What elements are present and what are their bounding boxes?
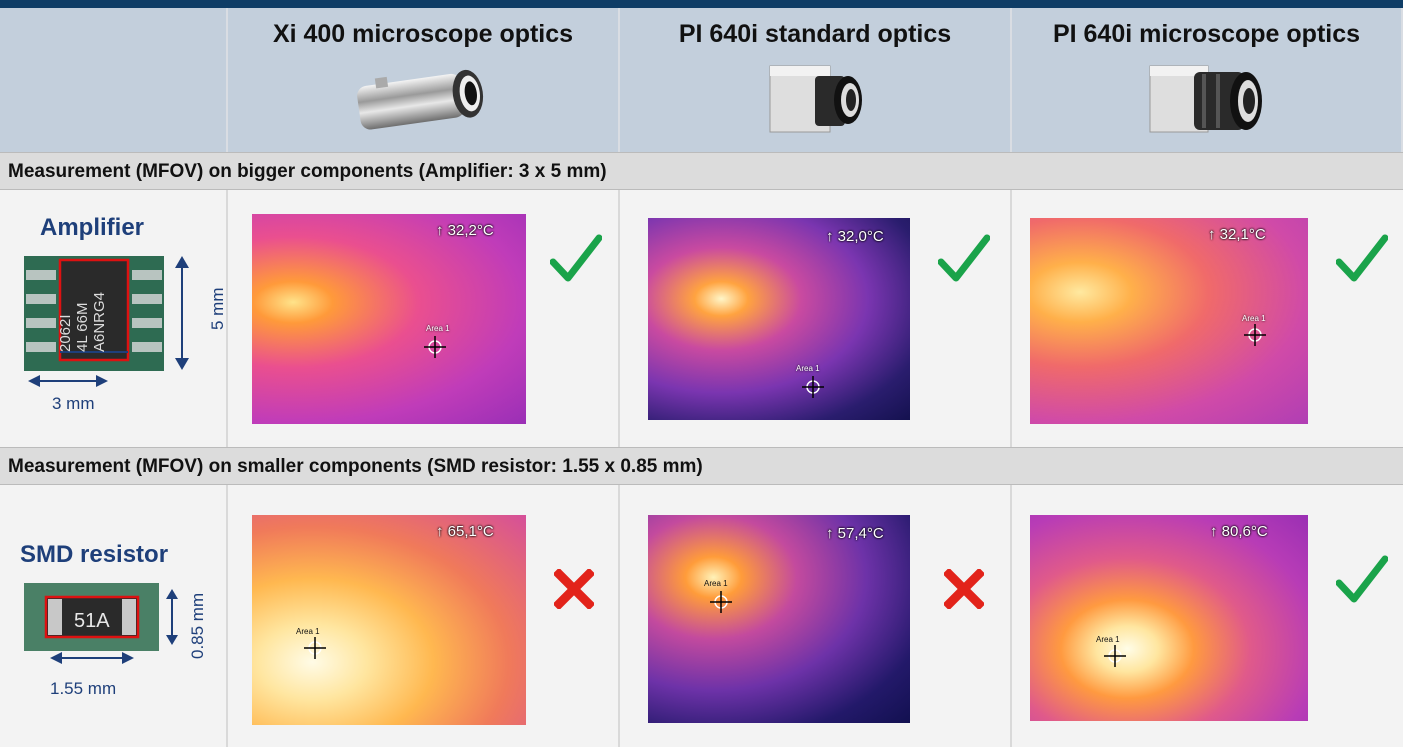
pi640-standard-resistor-temperature: ↑ 57,4°C [826, 525, 884, 542]
svg-text:A6NRG4: A6NRG4 [91, 292, 108, 352]
pi640-camera-icon [769, 65, 862, 133]
xi400-amplifier-temperature: ↑ 32,2°C [436, 222, 494, 239]
xi400-resistor-thermal-image: ↑ 65,1°C Area 1 [252, 515, 526, 725]
comparison-table: Xi 400 microscope optics PI 640i standar… [0, 8, 1403, 747]
x-mark-icon [554, 569, 594, 609]
pi640-microscope-amplifier-cell: ↑ 32,1°C Area 1 [1012, 190, 1403, 447]
xi400-amplifier-cell: ↑ 32,2°C Area 1 [228, 190, 620, 447]
xi400-camera-icon [357, 69, 484, 130]
header-empty-cell [0, 8, 228, 152]
height-dimension-arrow [175, 256, 189, 370]
width-dimension-arrow [28, 375, 108, 387]
header-pi640-standard: PI 640i standard optics [620, 8, 1012, 152]
section-bigger-components-title: Measurement (MFOV) on bigger components … [0, 152, 1403, 190]
pi640-microscope-amplifier-thermal-image: ↑ 32,1°C Area 1 [1030, 218, 1308, 424]
header-pi640-microscope: PI 640i microscope optics [1012, 8, 1403, 152]
checkmark-icon [1336, 555, 1388, 603]
checkmark-icon [550, 234, 602, 282]
pi640-microscope-camera-icon [1149, 65, 1262, 133]
header-xi400: Xi 400 microscope optics [228, 8, 620, 152]
smd-resistor-height-label: 0.85 mm [188, 592, 207, 659]
smd-resistor-cell: SMD resistor 51A 0.85 mm 1.55 mm [0, 485, 228, 747]
pi640-microscope-resistor-temperature: ↑ 80,6°C [1210, 523, 1268, 540]
svg-text:4L 66M: 4L 66M [74, 303, 91, 352]
pi640-standard-amplifier-cell: ↑ 32,0°C Area 1 [620, 190, 1012, 447]
checkmark-icon [938, 234, 990, 282]
header-pi640-microscope-title: PI 640i microscope optics [1052, 20, 1361, 48]
resistor-width-dimension-arrow [50, 652, 134, 664]
amplifier-chip-marking: 2062I 4L 66M A6NRG4 [57, 292, 108, 352]
pi640-standard-resistor-thermal-image: ↑ 57,4°C Area 1 [648, 515, 910, 723]
pi640-microscope-resistor-area-label: Area 1 [1096, 635, 1120, 644]
xi400-resistor-area-label: Area 1 [296, 627, 320, 636]
smd-resistor-image: 51A [24, 583, 159, 651]
amplifier-chip-image [24, 256, 164, 371]
resistor-height-dimension-arrow [166, 589, 178, 645]
header-pi640-standard-title: PI 640i standard optics [678, 20, 952, 48]
top-bar [0, 0, 1403, 8]
pi640-standard-resistor-cell: ↑ 57,4°C Area 1 [620, 485, 1012, 747]
xi400-amplifier-thermal-image: ↑ 32,2°C Area 1 [252, 214, 526, 424]
amplifier-height-label: 5 mm [208, 287, 227, 331]
crosshair-icon [1104, 645, 1126, 667]
header-xi400-title: Xi 400 microscope optics [272, 20, 574, 48]
crosshair-icon [304, 637, 326, 659]
amplifier-width-label: 3 mm [52, 394, 95, 413]
svg-text:2062I: 2062I [57, 314, 74, 352]
pi640-standard-amplifier-thermal-image: ↑ 32,0°C Area 1 [648, 218, 910, 420]
xi400-amplifier-area-label: Area 1 [426, 324, 450, 333]
amplifier-cell: Amplifier 2062I 4L 66M A6NRG4 [0, 190, 228, 447]
amplifier-label: Amplifier [40, 214, 145, 241]
section-smaller-components-title: Measurement (MFOV) on smaller components… [0, 447, 1403, 485]
pi640-microscope-amplifier-area-label: Area 1 [1242, 314, 1266, 323]
pi640-standard-resistor-area-label: Area 1 [704, 579, 728, 588]
svg-text:51A: 51A [74, 610, 110, 632]
smd-resistor-label: SMD resistor [20, 541, 169, 568]
crosshair-icon [802, 376, 824, 398]
checkmark-icon [1336, 234, 1388, 282]
pi640-microscope-resistor-cell: ↑ 80,6°C Area 1 [1012, 485, 1403, 747]
pi640-standard-amplifier-area-label: Area 1 [796, 364, 820, 373]
crosshair-icon [1244, 324, 1266, 346]
xi400-resistor-cell: ↑ 65,1°C Area 1 [228, 485, 620, 747]
xi400-resistor-temperature: ↑ 65,1°C [436, 523, 494, 540]
pi640-microscope-resistor-thermal-image: ↑ 80,6°C Area 1 [1030, 515, 1308, 721]
crosshair-icon [424, 336, 446, 358]
pi640-microscope-amplifier-temperature: ↑ 32,1°C [1208, 226, 1266, 243]
smd-resistor-width-label: 1.55 mm [50, 679, 117, 698]
pi640-standard-amplifier-temperature: ↑ 32,0°C [826, 228, 884, 245]
x-mark-icon [944, 569, 984, 609]
crosshair-icon [710, 591, 732, 613]
